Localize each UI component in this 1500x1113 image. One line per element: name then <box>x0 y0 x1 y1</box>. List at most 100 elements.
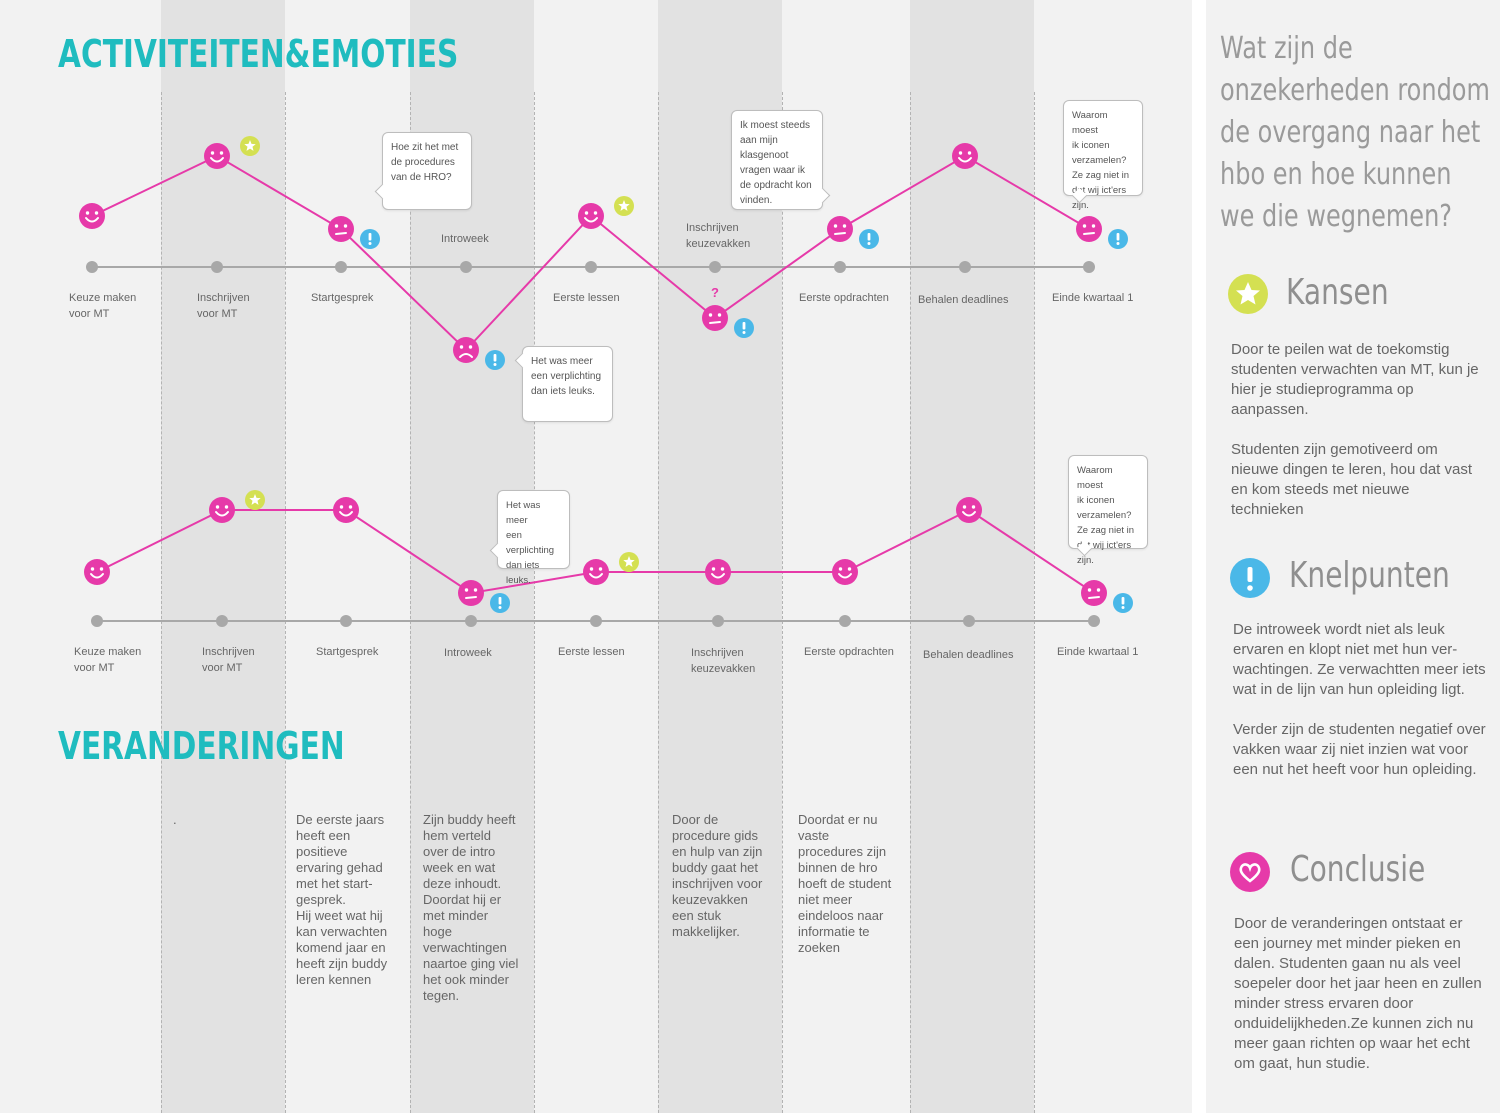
stage-label: Eerste lessen <box>553 292 620 304</box>
bubble-text: Het was meer een verplichting dan iets l… <box>506 500 555 586</box>
star-icon <box>245 490 265 510</box>
timeline-dot <box>959 261 971 273</box>
exclamation-icon <box>859 229 879 249</box>
exclamation-icon <box>485 350 505 370</box>
timeline-dot <box>211 261 223 273</box>
neutral-face-icon <box>1076 216 1102 242</box>
summary-panel <box>1206 0 1500 1113</box>
stage-label: Eerste opdrachten <box>804 646 894 658</box>
neutral-face-icon <box>328 216 354 242</box>
star-icon <box>614 196 634 216</box>
speech-bubble: Het was meer een verplichting dan iets l… <box>489 490 570 586</box>
stage-label: Inschrijven voor MT <box>197 292 250 320</box>
timeline-dot <box>834 261 846 273</box>
stage-label: Introweek <box>441 233 489 245</box>
happy-face-icon <box>705 559 731 585</box>
column-band <box>161 0 285 1113</box>
column-divider <box>285 92 286 1113</box>
timeline-dot <box>709 261 721 273</box>
exclamation-icon <box>1230 558 1270 598</box>
column-divider <box>534 92 535 1113</box>
kansen-paragraph: Studenten zijn gemotiveerd om nieuwe din… <box>1231 441 1473 518</box>
stage-label: Keuze maken voor MT <box>74 646 142 674</box>
bubble-text: Hoe zit het met de procedures van de HRO… <box>391 142 459 183</box>
timeline-dot <box>460 261 472 273</box>
stage-label: Eerste lessen <box>558 646 625 658</box>
conclusie-paragraph: Door de veranderingen ontstaat er een jo… <box>1234 915 1482 1072</box>
speech-bubble: Hoe zit het met de procedures van de HRO… <box>374 132 472 210</box>
kansen-body: Door te peilen wat de toekomstig student… <box>1231 340 1486 540</box>
timeline-dot <box>216 615 228 627</box>
knelpunten-paragraph: Verder zijn de studenten negatief over v… <box>1233 721 1486 778</box>
stage-label: Inschrijven keuzevakken <box>686 222 751 250</box>
exclamation-icon <box>1113 593 1133 613</box>
stage-label: Behalen deadlines <box>923 649 1014 661</box>
exclamation-icon <box>490 593 510 613</box>
stage-label: Inschrijven keuzevakken <box>691 647 756 675</box>
speech-bubble: Waarom moest ik iconen verzamelen? Ze za… <box>1068 455 1148 566</box>
column-divider <box>910 92 911 1113</box>
change-note: De eerste jaars heeft een positieve erva… <box>296 812 388 987</box>
timeline-dot <box>86 261 98 273</box>
changes-title: VERANDERINGEN <box>58 724 345 768</box>
speech-bubble: Ik moest steeds aan mijn klasgenoot vrag… <box>731 110 831 210</box>
happy-face-icon <box>333 497 359 523</box>
happy-face-icon <box>209 497 235 523</box>
question-mark: ? <box>711 285 719 300</box>
heart-icon <box>1230 852 1270 892</box>
change-note: Zijn buddy heeft hem verteld over de int… <box>423 812 519 1003</box>
column-divider <box>658 92 659 1113</box>
sad-face-icon <box>453 337 479 363</box>
timeline-dot <box>590 615 602 627</box>
timeline-dot <box>335 261 347 273</box>
timeline-dot <box>585 261 597 273</box>
bubble-text: Ik moest steeds aan mijn klasgenoot vrag… <box>740 120 812 206</box>
happy-face-icon <box>956 497 982 523</box>
knelpunten-body: De introweek wordt niet als leuk ervaren… <box>1233 620 1488 800</box>
speech-bubble: Waarom moest ik iconen verzamelen? Ze za… <box>1063 100 1143 211</box>
happy-face-icon <box>832 559 858 585</box>
research-question: Wat zijn de onzekerheden rondom de overg… <box>1220 31 1490 234</box>
timeline-dot <box>839 615 851 627</box>
timeline-dot <box>465 615 477 627</box>
stage-label: Eerste opdrachten <box>799 292 889 304</box>
change-note: . <box>173 812 177 827</box>
neutral-face-icon <box>1081 580 1107 606</box>
happy-face-icon <box>84 559 110 585</box>
neutral-face-icon <box>702 305 728 331</box>
happy-face-icon <box>204 143 230 169</box>
conclusie-title: Conclusie <box>1290 849 1426 890</box>
change-note: Doordat er nu vaste procedures zijn binn… <box>798 812 892 955</box>
stage-label: Startgesprek <box>311 292 374 304</box>
happy-face-icon <box>952 143 978 169</box>
exclamation-icon <box>734 318 754 338</box>
change-note: Door de procedure gids en hulp van zijn … <box>672 812 763 939</box>
kansen-paragraph: Door te peilen wat de toekomstig student… <box>1231 341 1479 418</box>
activities-title: ACTIVITEITEN&EMOTIES <box>58 32 459 76</box>
conclusie-body: Door de veranderingen ontstaat er een jo… <box>1234 914 1489 1094</box>
stage-label: Einde kwartaal 1 <box>1052 292 1134 304</box>
knelpunten-paragraph: De introweek wordt niet als leuk ervaren… <box>1233 621 1486 698</box>
column-divider <box>1034 92 1035 1113</box>
star-icon <box>619 552 639 572</box>
star-icon <box>1228 274 1268 314</box>
stage-label: Behalen deadlines <box>918 294 1009 306</box>
timeline-dot <box>340 615 352 627</box>
exclamation-icon <box>360 229 380 249</box>
column-divider <box>161 92 162 1113</box>
bubble-text: Het was meer een verplichting dan iets l… <box>531 356 602 397</box>
happy-face-icon <box>578 203 604 229</box>
timeline-dot <box>712 615 724 627</box>
neutral-face-icon <box>827 216 853 242</box>
exclamation-icon <box>1108 229 1128 249</box>
column-divider <box>410 92 411 1113</box>
journey-graph: ? <box>79 136 1133 627</box>
happy-face-icon <box>583 559 609 585</box>
neutral-face-icon <box>458 580 484 606</box>
stage-label: Inschrijven voor MT <box>202 646 255 674</box>
speech-bubble: Het was meer een verplichting dan iets l… <box>514 346 613 422</box>
star-icon <box>240 136 260 156</box>
timeline-dot <box>1083 261 1095 273</box>
timeline-dot <box>91 615 103 627</box>
timeline-dot <box>1088 615 1100 627</box>
